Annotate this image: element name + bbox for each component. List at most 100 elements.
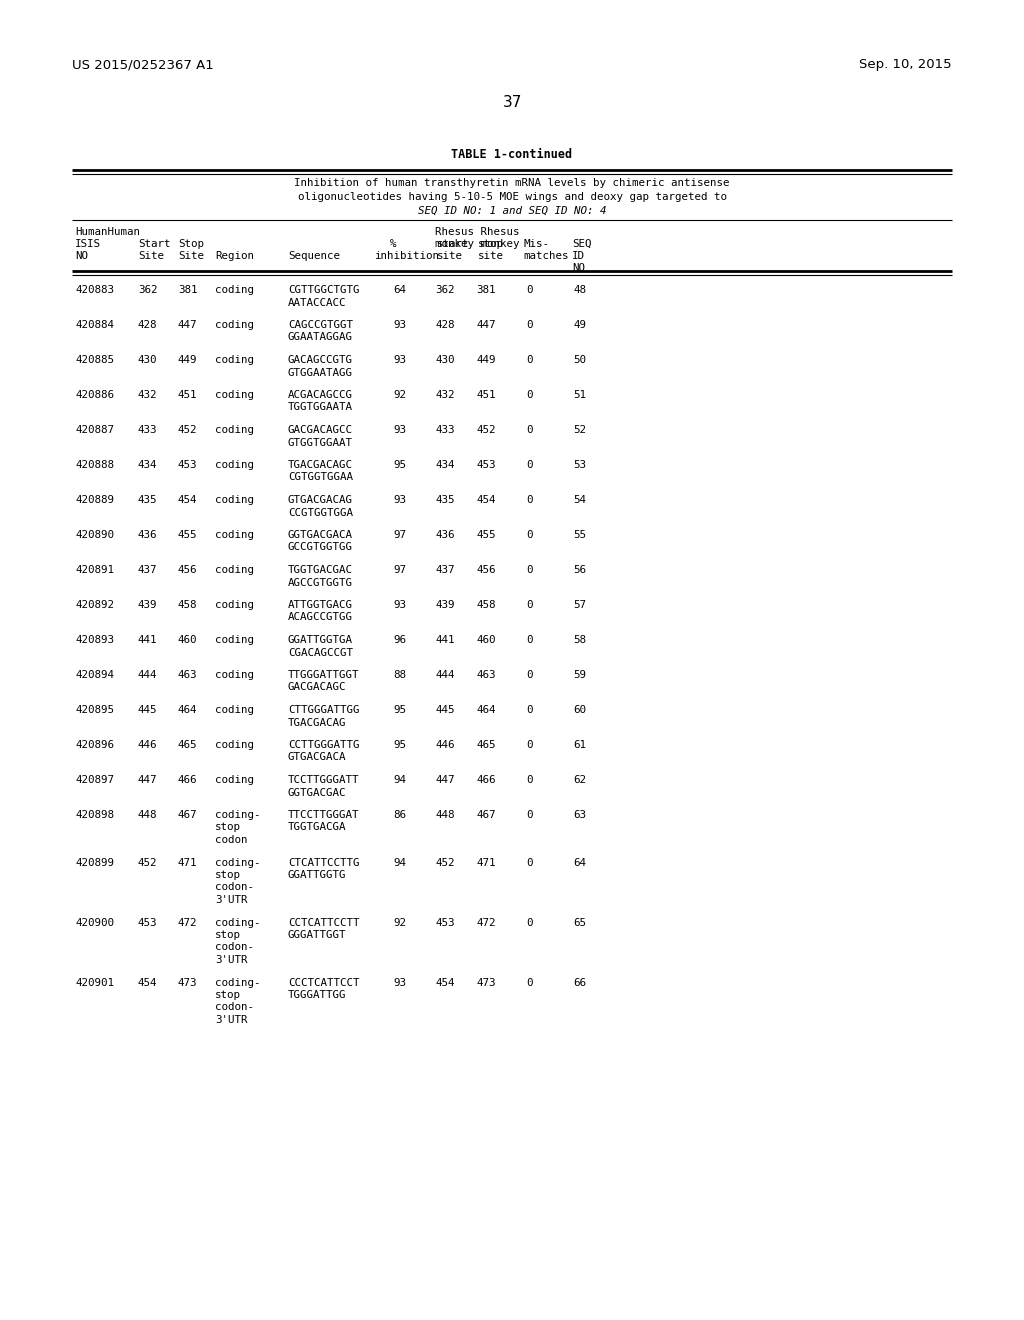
Text: coding: coding [215,495,254,506]
Text: ATTGGTGACG: ATTGGTGACG [288,601,353,610]
Text: coding: coding [215,319,254,330]
Text: 447: 447 [435,775,455,785]
Text: 93: 93 [393,601,406,610]
Text: 437: 437 [435,565,455,576]
Text: 52: 52 [573,425,586,436]
Text: Start: Start [138,239,171,249]
Text: TGGTGACGA: TGGTGACGA [288,822,346,833]
Text: 362: 362 [138,285,158,294]
Text: GTGGAATAGG: GTGGAATAGG [288,367,353,378]
Text: 434: 434 [435,459,455,470]
Text: SEQ ID NO: 1 and SEQ ID NO: 4: SEQ ID NO: 1 and SEQ ID NO: 4 [418,206,606,216]
Text: 97: 97 [393,565,406,576]
Text: CGACAGCCGT: CGACAGCCGT [288,648,353,657]
Text: GCCGTGGTGG: GCCGTGGTGG [288,543,353,553]
Text: 62: 62 [573,775,586,785]
Text: 420896: 420896 [75,741,114,750]
Text: 463: 463 [476,671,496,680]
Text: 0: 0 [526,425,534,436]
Text: 436: 436 [138,531,158,540]
Text: 439: 439 [435,601,455,610]
Text: ACGACAGCCG: ACGACAGCCG [288,389,353,400]
Text: 59: 59 [573,671,586,680]
Text: CCTCATTCCTT: CCTCATTCCTT [288,917,359,928]
Text: 3'UTR: 3'UTR [215,954,248,965]
Text: GACGACAGC: GACGACAGC [288,682,346,693]
Text: Stop: Stop [178,239,204,249]
Text: coding: coding [215,741,254,750]
Text: stop: stop [478,239,504,249]
Text: Site: Site [178,251,204,261]
Text: 0: 0 [526,355,534,366]
Text: coding: coding [215,425,254,436]
Text: 428: 428 [138,319,158,330]
Text: start: start [437,239,469,249]
Text: 0: 0 [526,635,534,645]
Text: 88: 88 [393,671,406,680]
Text: 37: 37 [503,95,521,110]
Text: 471: 471 [476,858,496,867]
Text: 86: 86 [393,810,406,820]
Text: coding: coding [215,459,254,470]
Text: 0: 0 [526,389,534,400]
Text: 420899: 420899 [75,858,114,867]
Text: codon-: codon- [215,942,254,953]
Text: 472: 472 [178,917,198,928]
Text: ISIS: ISIS [75,239,101,249]
Text: 420888: 420888 [75,459,114,470]
Text: 420897: 420897 [75,775,114,785]
Text: GACAGCCGTG: GACAGCCGTG [288,355,353,366]
Text: Mis-: Mis- [523,239,549,249]
Text: GGATTGGTGA: GGATTGGTGA [288,635,353,645]
Text: 455: 455 [476,531,496,540]
Text: 95: 95 [393,705,406,715]
Text: 449: 449 [476,355,496,366]
Text: 53: 53 [573,459,586,470]
Text: 463: 463 [178,671,198,680]
Text: stop: stop [215,822,241,833]
Text: site: site [437,251,463,261]
Text: 433: 433 [138,425,158,436]
Text: TGACGACAGC: TGACGACAGC [288,459,353,470]
Text: 453: 453 [435,917,455,928]
Text: TGGTGACGAC: TGGTGACGAC [288,565,353,576]
Text: 456: 456 [476,565,496,576]
Text: coding: coding [215,671,254,680]
Text: codon-: codon- [215,1002,254,1012]
Text: 452: 452 [476,425,496,436]
Text: CTCATTCCTTG: CTCATTCCTTG [288,858,359,867]
Text: 381: 381 [476,285,496,294]
Text: 0: 0 [526,495,534,506]
Text: 3'UTR: 3'UTR [215,1015,248,1026]
Text: 444: 444 [435,671,455,680]
Text: NO: NO [75,251,88,261]
Text: 460: 460 [178,635,198,645]
Text: codon-: codon- [215,883,254,892]
Text: coding: coding [215,565,254,576]
Text: 467: 467 [476,810,496,820]
Text: matches: matches [523,251,568,261]
Text: 362: 362 [435,285,455,294]
Text: CGTGGTGGAA: CGTGGTGGAA [288,473,353,483]
Text: 464: 464 [178,705,198,715]
Text: coding-: coding- [215,917,260,928]
Text: 0: 0 [526,601,534,610]
Text: 473: 473 [178,978,198,987]
Text: 420885: 420885 [75,355,114,366]
Text: TGGTGGAATA: TGGTGGAATA [288,403,353,412]
Text: 441: 441 [435,635,455,645]
Text: GTGACGACAG: GTGACGACAG [288,495,353,506]
Text: 0: 0 [526,705,534,715]
Text: CTTGGGATTGG: CTTGGGATTGG [288,705,359,715]
Text: ID: ID [572,251,585,261]
Text: 48: 48 [573,285,586,294]
Text: 430: 430 [138,355,158,366]
Text: 432: 432 [138,389,158,400]
Text: GGTGACGAC: GGTGACGAC [288,788,346,797]
Text: TCCTTGGGATT: TCCTTGGGATT [288,775,359,785]
Text: CCTTGGGATTG: CCTTGGGATTG [288,741,359,750]
Text: 435: 435 [435,495,455,506]
Text: 467: 467 [178,810,198,820]
Text: 65: 65 [573,917,586,928]
Text: stop: stop [215,990,241,1001]
